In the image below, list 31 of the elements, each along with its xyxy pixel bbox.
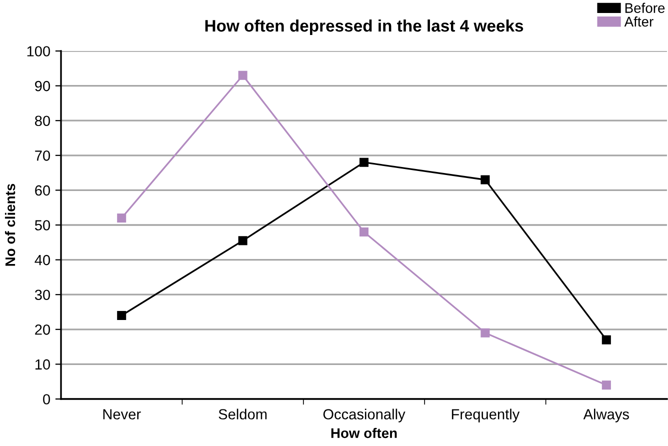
y-tick-label: 20 (35, 324, 50, 335)
y-axis-title: No of clients (4, 184, 16, 266)
point (359, 158, 369, 167)
x-tick-label: Never (103, 409, 141, 420)
point (117, 214, 126, 223)
point (480, 175, 490, 184)
point (602, 335, 611, 344)
point (359, 227, 369, 236)
point (238, 70, 248, 80)
chart-title: How often depressed in the last 4 weeks (205, 19, 524, 36)
y-tick-label: 30 (34, 290, 50, 300)
y-tick-label: 0 (43, 394, 50, 404)
point (480, 328, 490, 338)
y-tick-label: 40 (34, 254, 50, 266)
y-tick-label: 50 (34, 220, 50, 230)
x-tick-label: Frequently (452, 408, 520, 422)
point (238, 236, 248, 246)
y-tick-label: 80 (34, 116, 50, 126)
y-tick-label: 90 (35, 80, 50, 92)
x-tick-label: Seldom (218, 408, 267, 420)
point (602, 380, 611, 390)
y-tick-label: 100 (27, 46, 50, 56)
x-tick-label: Always (583, 408, 629, 422)
y-tick-label: 70 (35, 150, 50, 161)
x-tick-label: Occasionally (323, 408, 406, 422)
legend-label: After (624, 16, 654, 27)
y-tick-label: 60 (35, 185, 50, 196)
x-axis-title: How often (331, 428, 397, 438)
y-tick-label: 10 (35, 359, 50, 370)
legend-label: Before (625, 2, 665, 13)
point (117, 310, 126, 320)
